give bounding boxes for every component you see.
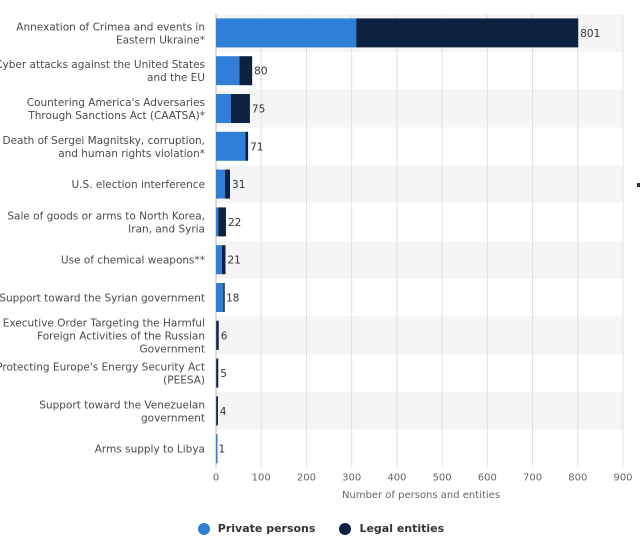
category-label: Countering America's Adversaries Through …: [27, 97, 205, 122]
bar-private-persons[interactable]: [216, 131, 246, 161]
bar-private-persons[interactable]: [216, 207, 219, 237]
bar-legal-entities[interactable]: [225, 169, 231, 199]
bar-legal-entities[interactable]: [221, 245, 226, 275]
category-label: Arms supply to Libya: [95, 444, 205, 456]
bar-value-label: 71: [250, 141, 263, 153]
bar-legal-entities[interactable]: [216, 320, 219, 350]
bar-legal-entities[interactable]: [239, 56, 253, 86]
category-label-line: Support toward the Venezuelan: [39, 399, 205, 411]
row-band: [216, 240, 623, 279]
bar-value-label: 18: [226, 293, 239, 305]
bar-private-persons[interactable]: [216, 94, 231, 123]
legend-dot-legal-entities: [339, 522, 352, 535]
category-label-line: Eastern Ukraine*: [116, 34, 205, 46]
category-label-line: Iran, and Syria: [128, 223, 205, 235]
bar-private-persons[interactable]: [216, 169, 226, 199]
bar-legal-entities[interactable]: [245, 131, 249, 161]
category-label-line: Death of Sergei Magnitsky, corruption,: [2, 135, 205, 147]
x-tick-label: 200: [297, 473, 316, 484]
category-label-line: (PEESA): [163, 375, 205, 387]
category-label-line: Cyber attacks against the United States: [0, 59, 205, 71]
category-label: Executive Order Targeting the Harmful For…: [3, 317, 205, 355]
category-label-line: Support toward the Syrian government: [0, 293, 205, 305]
bar-legal-entities[interactable]: [216, 358, 219, 388]
x-tick-label: 500: [433, 473, 452, 484]
bar-value-label: 5: [220, 368, 227, 380]
row-band: [216, 316, 623, 355]
category-label-line: Government: [140, 343, 205, 355]
category-label-line: Through Sanctions Act (CAATSA)*: [27, 110, 205, 122]
x-tick-label: 600: [478, 473, 497, 484]
bar-value-label: 6: [221, 330, 228, 342]
x-tick-label: 900: [613, 473, 632, 484]
category-label-line: Executive Order Targeting the Harmful: [3, 317, 205, 329]
x-tick-label: 300: [342, 473, 361, 484]
bar-legal-entities[interactable]: [223, 283, 225, 312]
bar-private-persons[interactable]: [216, 18, 357, 48]
bar-legal-entities[interactable]: [216, 396, 218, 426]
bar-value-label: 4: [220, 406, 227, 418]
category-label: U.S. election interference: [72, 179, 205, 191]
category-label-line: Use of chemical weapons**: [61, 255, 205, 267]
category-label: Support toward the Venezuelan government: [39, 399, 205, 424]
x-tick-label: 700: [523, 473, 542, 484]
category-label: Annexation of Crimea and events in Easter…: [16, 21, 205, 46]
row-band: [216, 165, 623, 203]
category-label-line: Arms supply to Libya: [95, 444, 205, 456]
category-label-line: U.S. election interference: [72, 179, 205, 191]
bar-private-persons[interactable]: [216, 434, 218, 464]
bar-private-persons[interactable]: [216, 245, 222, 275]
bar-value-label: 31: [232, 179, 245, 191]
bar-value-label: 80: [254, 66, 267, 78]
bar-private-persons[interactable]: [216, 283, 224, 312]
category-label-line: Annexation of Crimea and events in: [16, 21, 205, 33]
x-tick-label: 800: [568, 473, 587, 484]
category-label-line: Countering America's Adversaries: [27, 97, 205, 109]
bar-private-persons[interactable]: [216, 56, 240, 86]
category-label: Cyber attacks against the United States a…: [0, 59, 205, 84]
bar-value-label: 801: [580, 28, 600, 40]
x-axis-title: Number of persons and entities: [342, 490, 500, 501]
category-label-line: and human rights violation*: [58, 148, 205, 160]
chart-legend: Private persons Legal entities: [0, 522, 642, 535]
category-label-line: government: [141, 412, 205, 424]
row-band: [216, 89, 623, 128]
category-label: Death of Sergei Magnitsky, corruption, an…: [2, 135, 205, 160]
bar-value-label: 22: [228, 217, 241, 229]
bar-value-label: 75: [252, 104, 265, 116]
category-label: Use of chemical weapons**: [61, 255, 205, 267]
bar-legal-entities[interactable]: [230, 94, 250, 123]
bar-value-label: 21: [227, 255, 240, 267]
category-label: Sale of goods or arms to North Korea, Ira…: [7, 210, 205, 235]
row-band: [216, 392, 623, 430]
legend-label-legal-entities: Legal entities: [359, 522, 445, 535]
category-label: Protecting Europe's Energy Security Act(…: [0, 362, 205, 387]
legend-item-private-persons[interactable]: Private persons: [197, 522, 316, 535]
legend-label-private-persons: Private persons: [217, 522, 316, 535]
category-label-line: Sale of goods or arms to North Korea,: [7, 210, 205, 222]
bar-value-label: 1: [218, 444, 225, 456]
category-label-line: and the EU: [147, 72, 205, 84]
bar-legal-entities[interactable]: [218, 207, 226, 237]
bar-legal-entities[interactable]: [356, 18, 579, 48]
legend-dot-private-persons: [197, 522, 210, 535]
x-tick-label: 100: [252, 473, 271, 484]
edge-marker: [637, 183, 640, 187]
category-label: Support toward the Syrian government: [0, 293, 205, 305]
x-tick-label: 400: [387, 473, 406, 484]
category-label-line: Foreign Activities of the Russian: [37, 330, 205, 342]
x-tick-label: 0: [213, 473, 219, 484]
legend-item-legal-entities[interactable]: Legal entities: [339, 522, 444, 535]
category-label-line: Protecting Europe's Energy Security Act: [0, 362, 205, 374]
